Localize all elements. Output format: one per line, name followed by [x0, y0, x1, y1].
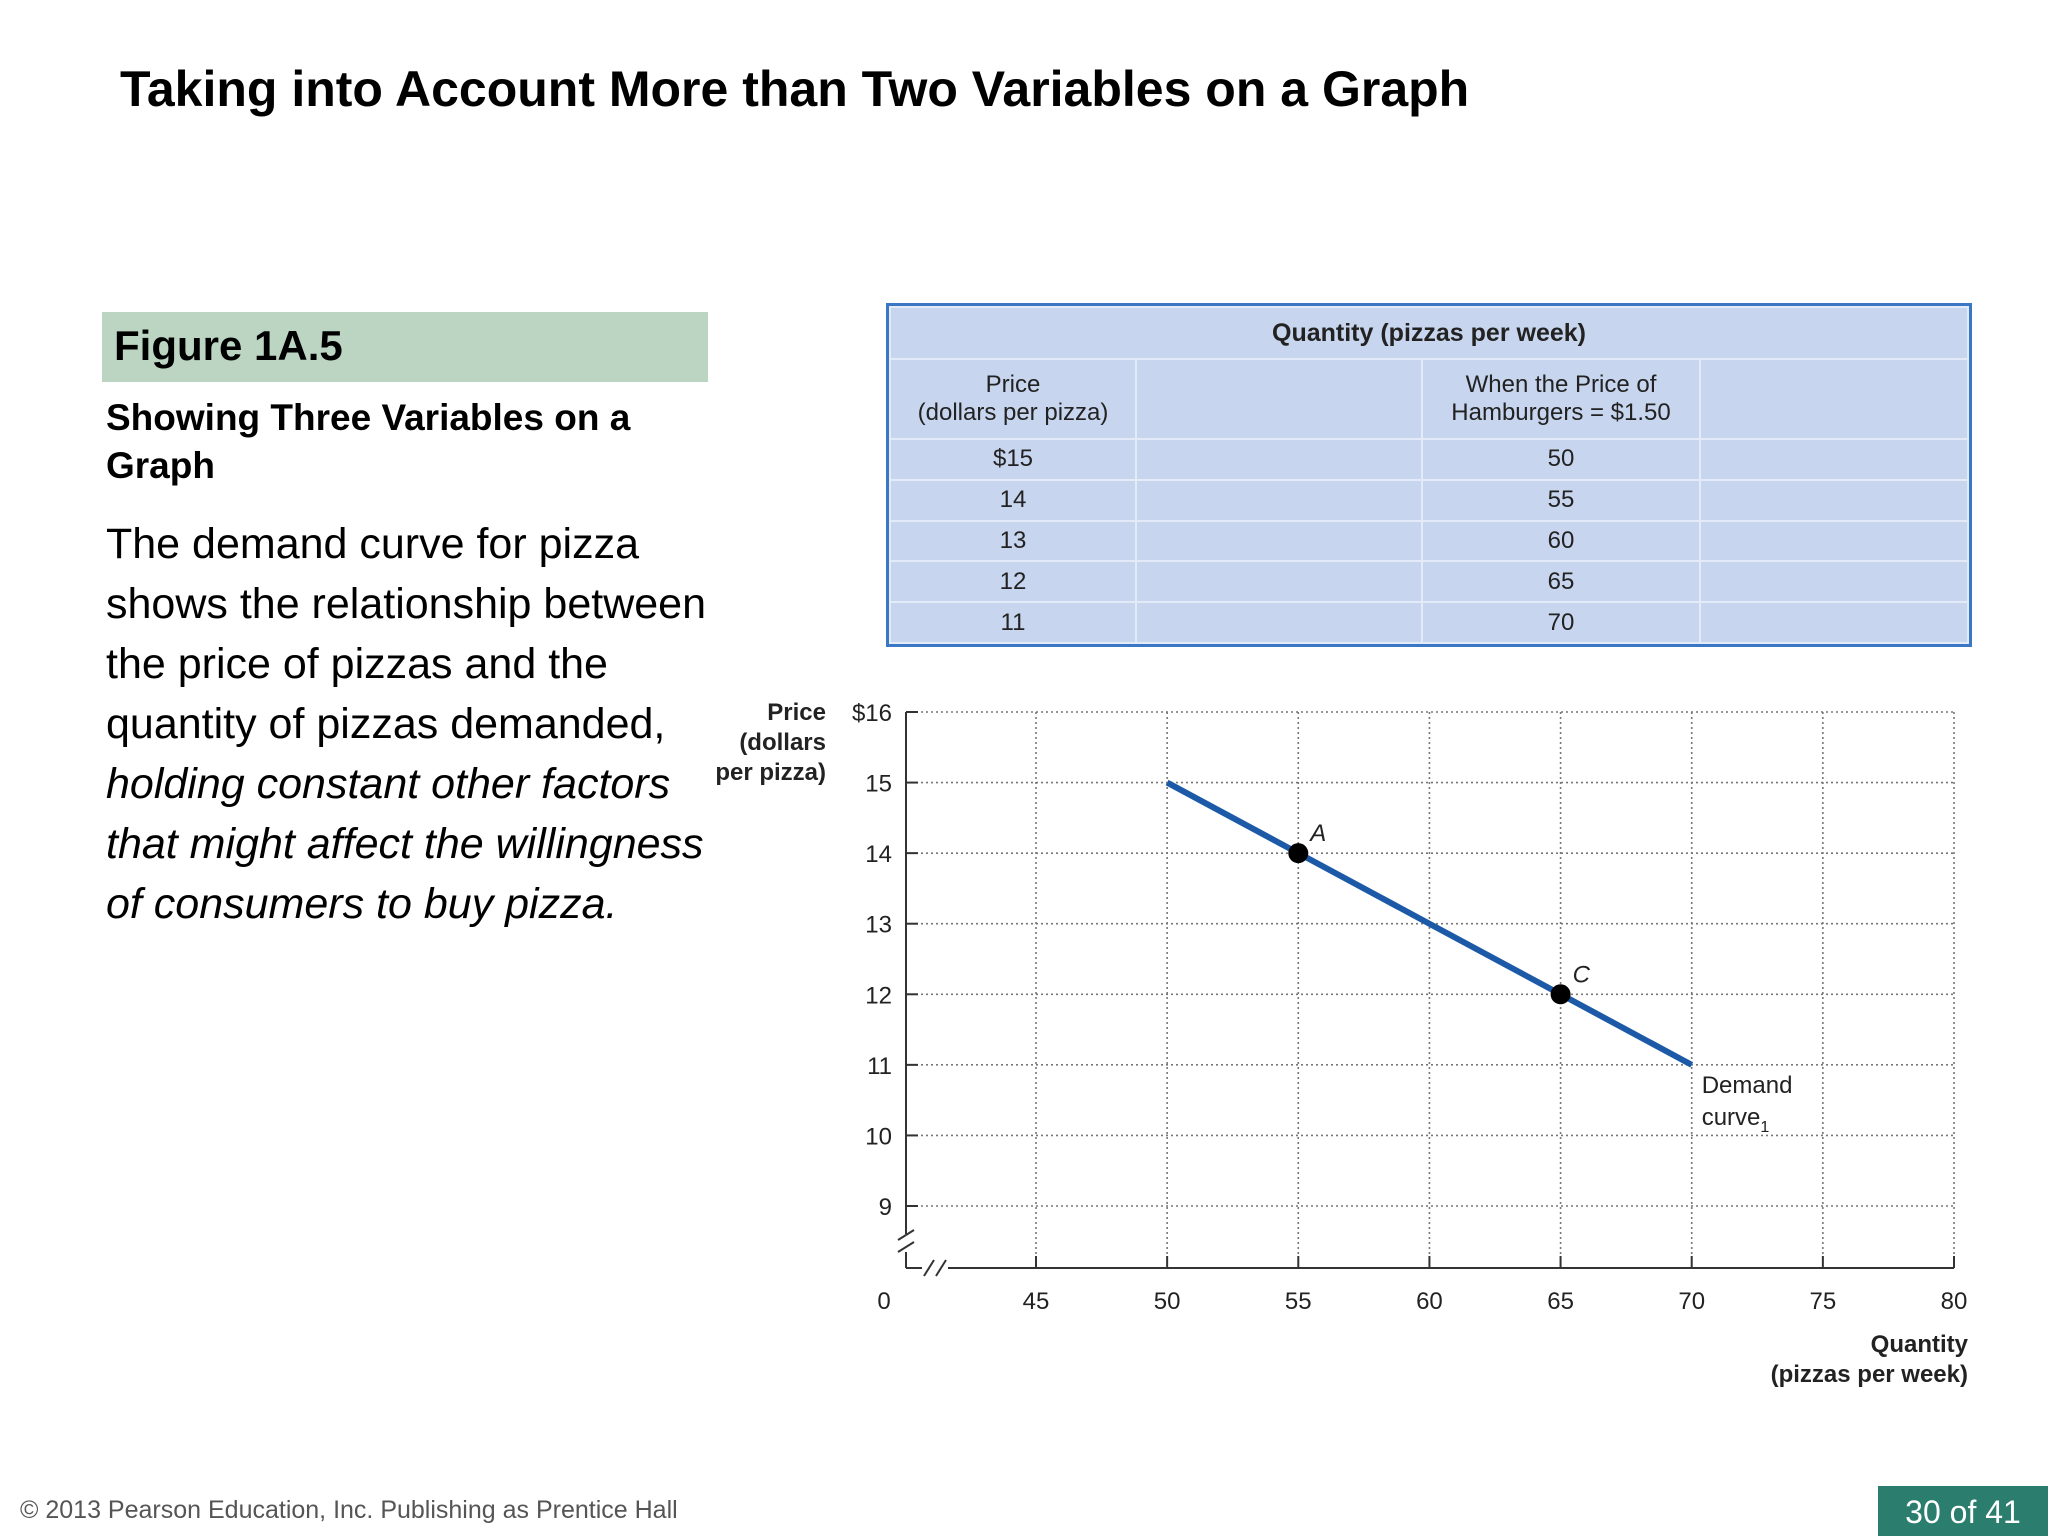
price-cell: 11: [889, 601, 1137, 644]
table-header-empty: [1699, 358, 1969, 440]
y-tick-label: $16: [852, 700, 892, 727]
header-price-line2: (dollars per pizza): [917, 399, 1109, 426]
x-tick-label: 65: [1547, 1288, 1574, 1315]
data-table: Quantity (pizzas per week) Price (dollars…: [889, 306, 1969, 644]
x-tick-label: 45: [1023, 1288, 1050, 1315]
price-cell: 13: [889, 519, 1137, 563]
point-a: [1288, 843, 1309, 864]
x-tick-label: 55: [1285, 1288, 1312, 1315]
y-axis-break: [897, 1229, 915, 1253]
table-row: $15 50: [889, 438, 1969, 481]
x-tick-label: 80: [1941, 1288, 1968, 1315]
table-group-header: Quantity (pizzas per week): [889, 306, 1969, 360]
y-tick-label: 13: [865, 912, 892, 939]
origin-label: 0: [877, 1288, 890, 1315]
point-label-a: A: [1308, 820, 1326, 847]
qty-cell: 55: [1421, 478, 1701, 522]
header-qty-line2: Hamburgers = $1.50: [1451, 399, 1671, 426]
figure-description: The demand curve for pizza shows the rel…: [106, 514, 706, 934]
demand-curve-line: [1165, 779, 1694, 1068]
footer-copyright: © 2013 Pearson Education, Inc. Publishin…: [20, 1496, 678, 1524]
y-tick-label: 11: [867, 1053, 892, 1080]
table-row: 11 70: [889, 601, 1969, 644]
x-axis-break: [923, 1259, 947, 1277]
table-row: 13 60: [889, 519, 1969, 563]
qty-cell: 70: [1421, 601, 1701, 644]
y-axis-title: per pizza): [715, 759, 826, 786]
point-label-c: C: [1573, 961, 1591, 988]
qty-cell: 50: [1421, 438, 1701, 481]
figure-subtitle: Showing Three Variables on a Graph: [106, 397, 631, 486]
y-tick-label: 12: [865, 982, 892, 1009]
point-c: [1550, 984, 1571, 1005]
table-row: 12 65: [889, 560, 1969, 604]
price-cell: $15: [889, 438, 1137, 481]
y-tick-label: 10: [865, 1123, 892, 1150]
x-tick-label: 50: [1154, 1288, 1181, 1315]
demand-chart: 9 10 11 12 13 14 15 $16 45 50 55 60 65 70 75 80 0 Price (d…: [715, 699, 1969, 1388]
page-indicator: 30 of 41: [1878, 1486, 2048, 1536]
figure-label-box: Figure 1A.5: [102, 312, 708, 382]
x-tick-label: 75: [1810, 1288, 1837, 1315]
slide-title: Taking into Account More than Two Variab…: [120, 61, 1470, 117]
x-tick-label: 60: [1416, 1288, 1443, 1315]
table-header-price: Price (dollars per pizza): [889, 358, 1137, 440]
curve-label-line2: curve1: [1702, 1104, 1770, 1136]
header-price-line1: Price: [985, 371, 1041, 398]
description-italic-text: holding constant other factors that migh…: [106, 760, 704, 928]
y-tick-label: 9: [879, 1194, 892, 1221]
y-tick-label: 14: [865, 841, 892, 868]
demand-schedule-table: Quantity (pizzas per week) Price (dollars…: [886, 303, 1972, 647]
curve-label: Demand: [1702, 1072, 1793, 1099]
y-axis-title: Price: [767, 699, 826, 726]
x-axis-title: (pizzas per week): [1771, 1361, 1968, 1388]
x-axis-title: Quantity: [1871, 1331, 1969, 1358]
table-header-qty: When the Price of Hamburgers = $1.50: [1421, 358, 1701, 440]
table-header-empty: [1135, 358, 1423, 440]
y-axis-title: (dollars: [739, 729, 826, 756]
qty-cell: 65: [1421, 560, 1701, 604]
qty-cell: 60: [1421, 519, 1701, 563]
x-tick-label: 70: [1678, 1288, 1705, 1315]
figure-label: Figure 1A.5: [114, 322, 343, 369]
price-cell: 14: [889, 478, 1137, 522]
price-cell: 12: [889, 560, 1137, 604]
y-tick-label: 15: [865, 771, 892, 798]
description-text: The demand curve for pizza shows the rel…: [106, 520, 706, 748]
header-qty-line1: When the Price of: [1465, 371, 1657, 398]
table-row: 14 55: [889, 478, 1969, 522]
